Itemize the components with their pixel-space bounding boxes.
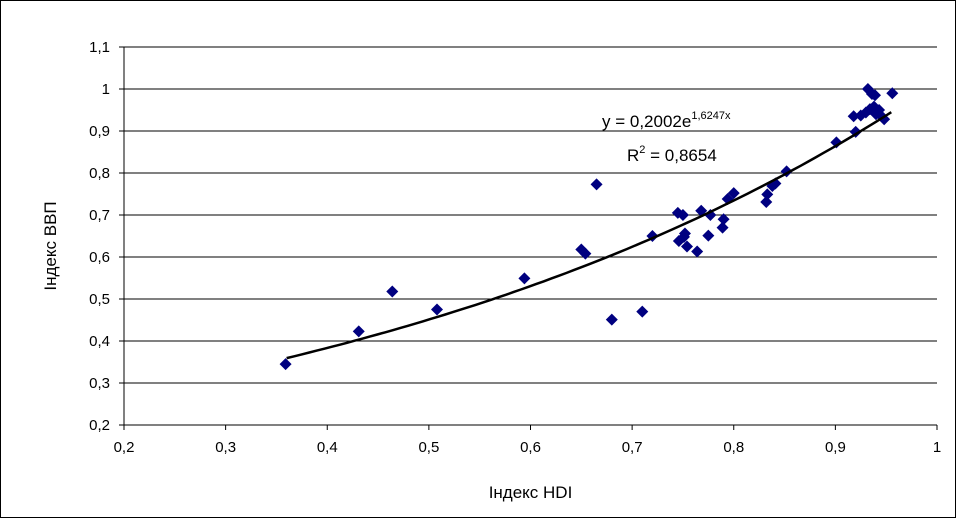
x-tick-label: 0,2: [114, 439, 135, 456]
data-point: [847, 110, 860, 123]
equation-base: y = 0,2002e: [602, 112, 691, 131]
data-points: [279, 83, 899, 371]
y-tick-label: 0,2: [89, 417, 110, 434]
trendline-equation: y = 0,2002e1,6247x: [602, 110, 731, 131]
data-point: [590, 178, 603, 191]
y-tick-label: 0,5: [89, 291, 110, 308]
axes: [119, 46, 938, 430]
r2-value: = 0,8654: [645, 146, 716, 165]
y-tick-label: 0,3: [89, 375, 110, 392]
data-point: [431, 303, 444, 316]
data-point: [716, 221, 729, 234]
x-tick-label: 0,8: [723, 439, 744, 456]
data-point: [760, 195, 773, 208]
y-tick-label: 0,7: [89, 207, 110, 224]
x-tick-label: 0,3: [215, 439, 236, 456]
trendline: [286, 111, 892, 360]
equation-exponent: 1,6247x: [691, 110, 731, 122]
y-axis-title: Індекс ВВП: [41, 201, 60, 290]
x-tick-label: 0,7: [622, 439, 643, 456]
y-tick-label: 0,4: [89, 333, 110, 350]
data-point: [869, 89, 882, 102]
data-point: [830, 136, 843, 149]
r2-superscript: 2: [639, 144, 645, 156]
r2-symbol: R: [627, 146, 639, 165]
r-squared-label: R2 = 0,8654: [627, 144, 717, 165]
data-point: [727, 187, 740, 200]
data-point: [691, 245, 704, 258]
x-tick-label: 0,4: [317, 439, 338, 456]
data-point: [386, 285, 399, 298]
data-point: [886, 87, 899, 100]
trendline-curve: [286, 111, 892, 360]
y-tick-label: 1: [102, 81, 110, 98]
data-point: [681, 240, 694, 253]
data-point: [636, 305, 649, 318]
y-tick-label: 0,8: [89, 165, 110, 182]
data-point: [605, 313, 618, 326]
x-tick-label: 0,9: [825, 439, 846, 456]
x-tick-labels: 0,2 0,3 0,4 0,5 0,6 0,7 0,8 0,9 1: [114, 439, 942, 456]
x-tick-label: 0,6: [520, 439, 541, 456]
data-point: [678, 227, 691, 240]
x-axis-title: Індекс HDI: [489, 483, 573, 502]
y-tick-label: 0,9: [89, 123, 110, 140]
data-point: [579, 247, 592, 260]
x-tick-label: 1: [933, 439, 941, 456]
y-tick-label: 1,1: [89, 39, 110, 56]
data-point: [676, 209, 689, 221]
y-tick-label: 0,6: [89, 249, 110, 266]
gridlines: [124, 46, 937, 426]
data-point: [352, 325, 365, 338]
data-point: [518, 272, 531, 285]
data-point: [761, 188, 774, 201]
x-tick-label: 0,5: [418, 439, 439, 456]
data-point: [717, 213, 730, 226]
data-point: [279, 358, 292, 371]
y-tick-labels: 0,2 0,3 0,4 0,5 0,6 0,7 0,8 0,9 1 1,1: [89, 39, 110, 434]
data-point: [702, 229, 715, 242]
